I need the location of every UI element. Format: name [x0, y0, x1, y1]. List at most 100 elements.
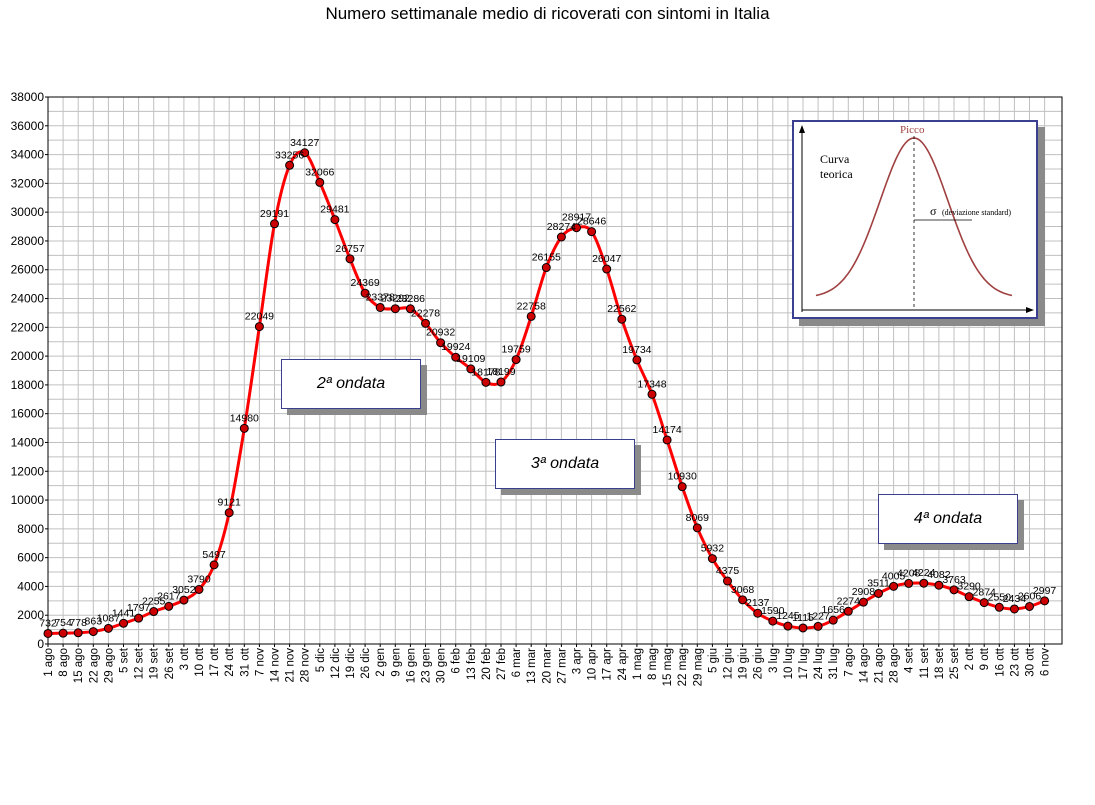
- data-point: [692, 523, 702, 533]
- x-tick-label: 31 ott: [239, 647, 251, 677]
- data-label: 19924: [441, 341, 470, 353]
- theoretical-curve-inset: Picco Curva teorica σ (deviazione standa…: [792, 120, 1038, 319]
- y-tick-label: 32000: [11, 176, 45, 190]
- data-point: [828, 615, 838, 625]
- data-labels: 7327547788631087144117972255261730523790…: [39, 137, 1056, 630]
- data-point: [421, 318, 430, 328]
- data-point: [496, 377, 506, 387]
- curve-label-1: Curva: [820, 152, 850, 166]
- y-tick-label: 6000: [17, 551, 44, 565]
- data-label: 2874: [973, 587, 997, 599]
- data-label: 3790: [187, 573, 211, 585]
- x-tick-label: 3 lug: [768, 648, 780, 673]
- data-point: [466, 364, 476, 374]
- y-tick-label: 38000: [11, 90, 45, 104]
- grid: [48, 96, 1062, 645]
- data-label: 26757: [335, 243, 364, 255]
- wave-2-label: 2ª ondata: [281, 359, 421, 409]
- x-tick-label: 8 mag: [647, 648, 659, 680]
- data-label: 3068: [731, 584, 755, 596]
- data-point: [149, 607, 159, 617]
- data-label: 28917: [562, 212, 591, 224]
- plot-frame: [47, 96, 1063, 645]
- y-tick-label: 26000: [11, 263, 45, 277]
- data-point: [511, 355, 521, 365]
- data-point: [58, 628, 68, 638]
- data-point: [753, 608, 763, 618]
- data-label: 4375: [716, 565, 740, 577]
- x-tick-label: 27 feb: [496, 648, 508, 680]
- data-point: [330, 215, 340, 225]
- x-tick-label: 29 ago: [103, 648, 115, 683]
- data-label: 3763: [942, 574, 966, 586]
- x-tick-label: 22 ago: [88, 648, 100, 683]
- data-point: [179, 595, 189, 605]
- x-tick-label: 9 ott: [979, 647, 991, 670]
- x-tick-label: 5 dic: [315, 648, 327, 673]
- data-label: 34127: [290, 137, 319, 149]
- data-label: 10930: [668, 471, 697, 483]
- data-point: [783, 621, 793, 631]
- data-points: [43, 148, 1050, 638]
- data-point: [934, 580, 944, 590]
- data-point: [390, 304, 400, 314]
- x-tick-label: 15 ago: [73, 648, 85, 683]
- x-tick-label: 19 giu: [738, 648, 750, 679]
- x-tick-label: 3 apr: [572, 648, 584, 674]
- x-axis-ticks: 1 ago 8 ago 15 ago 22 ago 29 ago 5 set 12 set 1…: [43, 644, 1052, 686]
- x-tick-label: 16 gen: [405, 648, 417, 683]
- x-tick-label: 10 apr: [587, 648, 599, 681]
- peak-label: Picco: [900, 124, 925, 136]
- data-point: [889, 581, 899, 591]
- data-label: 732: [39, 617, 57, 629]
- data-label: 2137: [746, 597, 770, 609]
- x-tick-label: 17 ott: [209, 647, 221, 677]
- data-point: [194, 584, 204, 594]
- data-label: 22278: [411, 307, 440, 319]
- x-tick-label: 9 gen: [390, 648, 402, 677]
- data-label: 29191: [260, 208, 289, 220]
- data-label: 8069: [686, 512, 710, 524]
- data-point: [677, 482, 687, 492]
- data-label: 1590: [761, 605, 785, 617]
- sigma-symbol: σ: [930, 204, 937, 218]
- data-label: 22758: [517, 300, 546, 312]
- y-tick-label: 10000: [11, 493, 45, 507]
- data-point: [360, 288, 370, 298]
- data-label: 4082: [927, 569, 951, 581]
- x-tick-label: 26 giu: [753, 648, 765, 679]
- y-tick-label: 18000: [11, 378, 45, 392]
- x-tick-label: 12 giu: [723, 648, 735, 679]
- x-tick-label: 1 mag: [632, 648, 644, 680]
- data-point: [572, 223, 581, 233]
- data-label: 19759: [501, 344, 530, 356]
- data-label: 1797: [127, 602, 151, 614]
- wave-3-label: 3ª ondata: [495, 439, 635, 489]
- y-tick-label: 36000: [11, 119, 45, 133]
- data-point: [164, 601, 174, 611]
- wave-3-text: 3ª ondata: [530, 455, 600, 472]
- data-label: 23378: [366, 291, 395, 303]
- data-point: [103, 623, 113, 633]
- data-label: 29481: [320, 204, 349, 216]
- y-axis-ticks: 0 2000 4000 6000 8000 10000 12000 14000 16000 180…: [11, 90, 48, 651]
- data-point: [662, 435, 672, 445]
- x-tick-label: 19 dic: [345, 648, 357, 679]
- wave-2-text: 2ª ondata: [316, 375, 386, 392]
- sigma-label: (deviazione standard): [942, 208, 1012, 217]
- data-point: [979, 598, 989, 608]
- data-point: [904, 578, 914, 588]
- chart-title: Numero settimanale medio di ricoverati c…: [325, 4, 770, 23]
- data-label: 3052: [172, 584, 196, 596]
- x-tick-label: 29 mag: [692, 648, 704, 686]
- x-tick-label: 10 ott: [194, 647, 206, 677]
- data-label: 5497: [202, 549, 226, 561]
- y-tick-label: 28000: [11, 234, 45, 248]
- data-label: 20932: [426, 327, 455, 339]
- x-tick-label: 5 set: [119, 647, 131, 673]
- data-label: 778: [69, 617, 87, 629]
- data-label: 26047: [592, 253, 621, 265]
- data-label: 22049: [245, 311, 274, 323]
- data-label: 5932: [701, 543, 725, 555]
